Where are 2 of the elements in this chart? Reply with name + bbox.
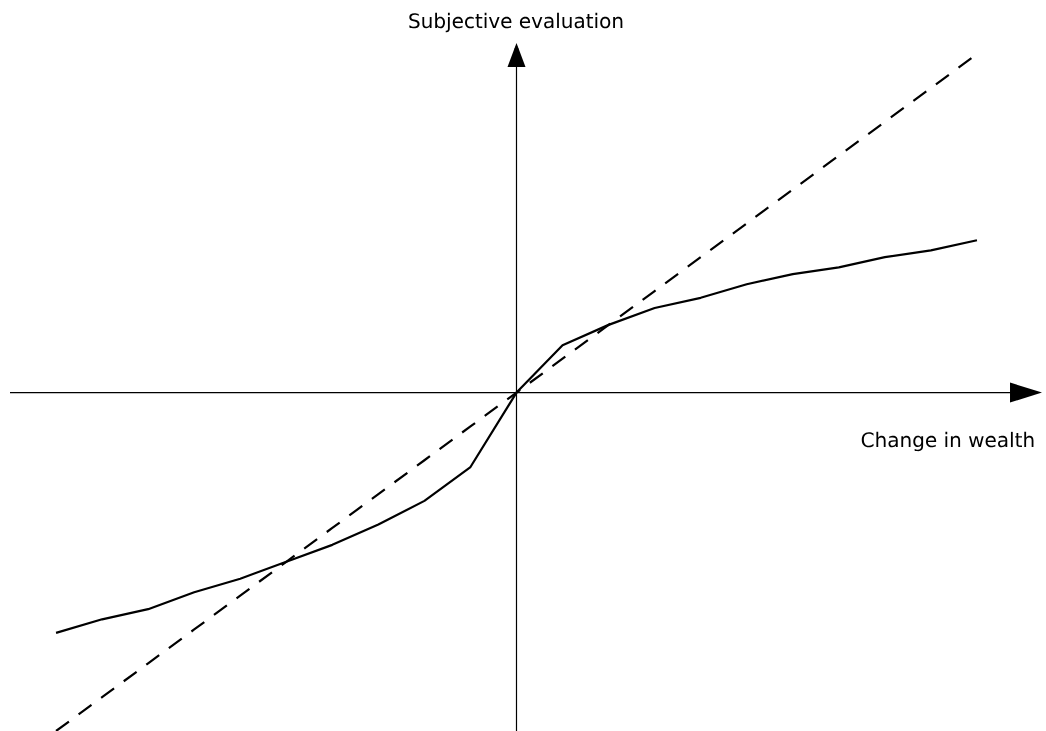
x-axis-title: Change in wealth: [861, 431, 1034, 452]
y-axis-title: Subjective evaluation: [409, 12, 623, 33]
